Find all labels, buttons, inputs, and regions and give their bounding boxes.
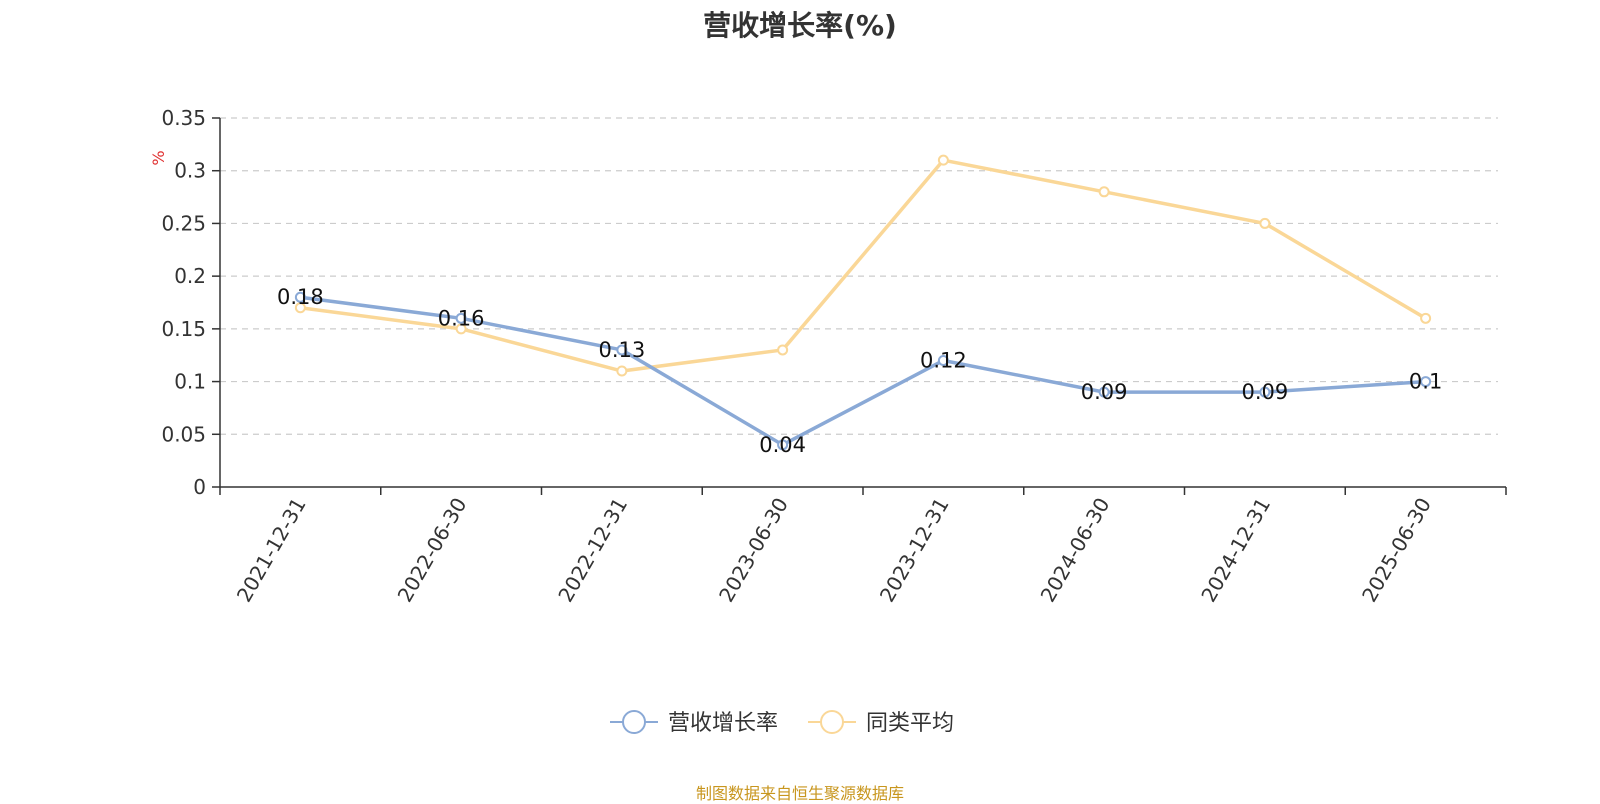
data-point — [1098, 186, 1110, 198]
data-point — [777, 439, 789, 451]
y-axis-label: % — [149, 150, 168, 165]
data-point — [294, 302, 306, 314]
y-tick-label: 0.1 — [174, 370, 206, 394]
legend-marker — [622, 710, 646, 734]
data-label: 0.09 — [1241, 380, 1288, 404]
data-point — [1420, 312, 1432, 324]
x-tick-label: 2024-12-31 — [1196, 494, 1275, 607]
data-label: 0.09 — [1081, 380, 1128, 404]
legend-label: 营收增长率 — [668, 711, 778, 736]
x-tick-label: 2021-12-31 — [232, 494, 311, 607]
y-tick-label: 0.35 — [161, 106, 206, 130]
series-lines — [294, 154, 1432, 451]
x-tick-label: 2022-12-31 — [553, 494, 632, 607]
legend[interactable]: 营收增长率 同类平均 — [610, 710, 954, 736]
data-point — [937, 154, 949, 166]
y-tick-label: 0 — [193, 475, 206, 499]
data-label: 0.13 — [598, 338, 645, 362]
axes: 0 0.05 0.1 0.15 0.2 0.25 0.3 0.35% 2021-12-31 202… — [149, 106, 1507, 607]
y-tick-label: 0.15 — [161, 317, 206, 341]
source-note: 制图数据来自恒生聚源数据库 — [695, 784, 904, 803]
y-tick-label: 0.2 — [174, 264, 206, 288]
y-tick-label: 0.25 — [161, 211, 206, 235]
x-tick-label: 2022-06-30 — [393, 494, 472, 607]
x-tick-label: 2023-12-31 — [875, 494, 954, 607]
grid-lines — [220, 117, 1498, 435]
legend-label: 同类平均 — [866, 711, 954, 736]
data-point — [455, 323, 467, 335]
legend-item-2[interactable]: 同类平均 — [808, 710, 954, 736]
y-tick-label: 0.05 — [161, 422, 206, 446]
data-label: 0.12 — [920, 348, 967, 372]
data-point — [937, 354, 949, 366]
data-label: 0.1 — [1409, 370, 1442, 394]
data-point — [616, 344, 628, 356]
data-point — [294, 291, 306, 303]
series-line-1 — [298, 295, 1428, 447]
data-labels: 0.18 0.16 0.13 0.04 0.12 0.09 0.09 0.1 — [277, 285, 1442, 457]
legend-item-1[interactable]: 营收增长率 — [610, 710, 778, 736]
chart-title: 营收增长率(%) — [703, 9, 897, 42]
data-point — [1420, 376, 1432, 388]
data-label: 0.18 — [277, 285, 324, 309]
x-tick-label: 2025-06-30 — [1357, 494, 1436, 607]
data-point — [1259, 217, 1271, 229]
y-tick-label: 0.3 — [174, 159, 206, 183]
data-point — [777, 344, 789, 356]
data-label: 0.16 — [438, 306, 485, 330]
x-tick-label: 2023-06-30 — [714, 494, 793, 607]
data-point — [1259, 386, 1271, 398]
series-line-2 — [298, 158, 1428, 373]
data-label: 0.04 — [759, 433, 806, 457]
data-point — [616, 365, 628, 377]
data-point — [455, 312, 467, 324]
legend-marker — [820, 710, 844, 734]
x-tick-label: 2024-06-30 — [1036, 494, 1115, 607]
data-point — [1098, 386, 1110, 398]
